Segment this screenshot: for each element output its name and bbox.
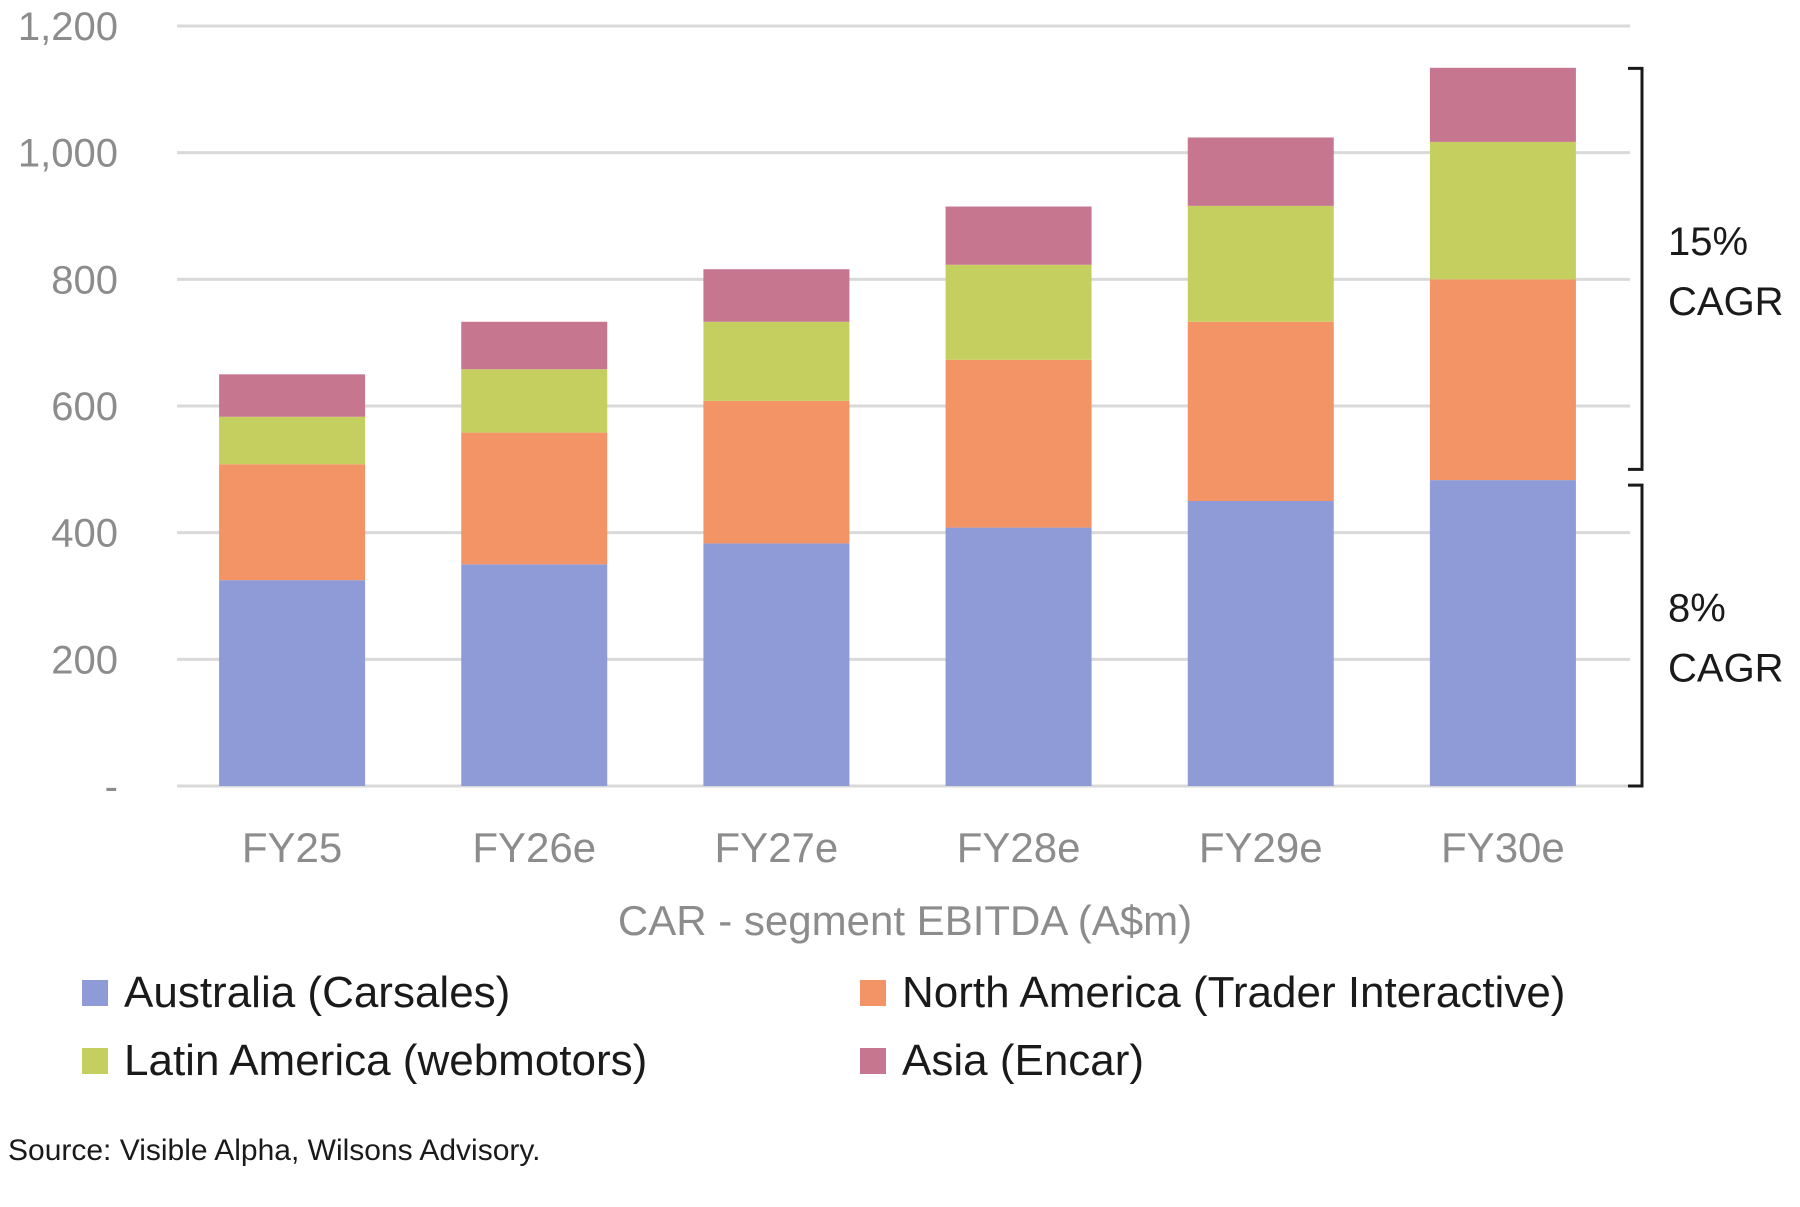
- bars: [219, 67, 1576, 786]
- cagr-text-label: CAGR: [1668, 647, 1784, 691]
- x-axis-ticks: FY25 FY26e FY27e FY28e FY29e FY30e: [242, 824, 1565, 871]
- bar-FY28e-series-3: [945, 206, 1092, 265]
- bar-FY25-series-2: [219, 416, 366, 465]
- legend-swatch-asia: [860, 1048, 886, 1074]
- legend-item-north-america: North America (Trader Interactive): [860, 968, 1565, 1018]
- bar-FY29e-series-1: [1187, 321, 1334, 501]
- bar-FY30e-series-3: [1429, 67, 1576, 142]
- y-tick-label: 400: [51, 512, 118, 556]
- x-tick-label: FY25: [242, 824, 342, 871]
- bar-FY29e-series-0: [1187, 501, 1334, 786]
- legend-item-australia: Australia (Carsales): [82, 968, 510, 1018]
- y-tick-label: -: [105, 765, 118, 809]
- cagr-bracket-0: [1628, 66, 1644, 471]
- bar-FY29e-series-2: [1187, 205, 1334, 322]
- bar-FY26e-series-3: [461, 321, 608, 370]
- bar-FY30e-series-2: [1429, 141, 1576, 280]
- x-tick-label: FY26e: [472, 824, 596, 871]
- bar-FY29e-series-3: [1187, 137, 1334, 206]
- legend-swatch-latin-america: [82, 1048, 108, 1074]
- bar-FY27e-series-0: [703, 543, 850, 786]
- legend-label-australia: Australia (Carsales): [124, 968, 511, 1017]
- legend-label-latin-america: Latin America (webmotors): [124, 1036, 648, 1085]
- cagr-text-label: CAGR: [1668, 280, 1784, 324]
- bar-FY25-series-1: [219, 464, 366, 581]
- bar-FY28e-series-1: [945, 359, 1092, 528]
- bar-FY28e-series-0: [945, 527, 1092, 786]
- legend-label-north-america: North America (Trader Interactive): [902, 968, 1566, 1017]
- x-tick-label: FY27e: [715, 824, 839, 871]
- gridlines: [177, 24, 1630, 788]
- bar-FY26e-series-2: [461, 369, 608, 433]
- y-axis-ticks: - 200 400 600 800 1,000 1,200: [18, 5, 118, 809]
- x-tick-label: FY30e: [1441, 824, 1565, 871]
- bar-FY27e-series-1: [703, 400, 850, 544]
- bar-FY26e-series-1: [461, 432, 608, 565]
- bar-FY30e-series-1: [1429, 279, 1576, 481]
- x-tick-label: FY29e: [1199, 824, 1323, 871]
- y-tick-label: 200: [51, 638, 118, 682]
- cagr-bracket-1: [1628, 483, 1644, 788]
- source-note: Source: Visible Alpha, Wilsons Advisory.: [8, 1134, 541, 1167]
- y-tick-label: 600: [51, 385, 118, 429]
- cagr-percent-label: 8%: [1668, 587, 1726, 631]
- bar-FY27e-series-3: [703, 269, 850, 322]
- bar-FY30e-series-0: [1429, 480, 1576, 786]
- legend-swatch-australia: [82, 980, 108, 1006]
- y-tick-label: 1,200: [18, 5, 118, 49]
- x-axis-label: CAR - segment EBITDA (A$m): [618, 897, 1192, 944]
- bar-FY25-series-0: [219, 580, 366, 786]
- bar-FY28e-series-2: [945, 264, 1092, 360]
- cagr-percent-label: 15%: [1668, 220, 1748, 264]
- y-tick-label: 1,000: [18, 132, 118, 176]
- bar-FY27e-series-2: [703, 321, 850, 401]
- legend-label-asia: Asia (Encar): [902, 1036, 1145, 1085]
- bar-FY26e-series-0: [461, 564, 608, 786]
- x-tick-label: FY28e: [957, 824, 1081, 871]
- legend-item-asia: Asia (Encar): [860, 1036, 1144, 1086]
- bar-FY25-series-3: [219, 374, 366, 417]
- legend-swatch-north-america: [860, 980, 886, 1006]
- cagr-brackets: 15% CAGR 8% CAGR: [1628, 66, 1784, 788]
- y-tick-label: 800: [51, 258, 118, 302]
- legend-item-latin-america: Latin America (webmotors): [82, 1036, 647, 1086]
